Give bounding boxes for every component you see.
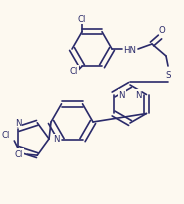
Text: N: N — [135, 91, 141, 100]
Text: Cl: Cl — [70, 67, 78, 75]
Text: S: S — [165, 70, 171, 79]
Text: Cl: Cl — [15, 149, 23, 158]
Text: N: N — [15, 118, 22, 127]
Text: HN: HN — [123, 45, 137, 54]
Text: N: N — [118, 91, 125, 100]
Text: O: O — [159, 25, 165, 34]
Text: Cl: Cl — [2, 131, 10, 140]
Text: Cl: Cl — [78, 15, 86, 24]
Text: N: N — [53, 135, 59, 144]
